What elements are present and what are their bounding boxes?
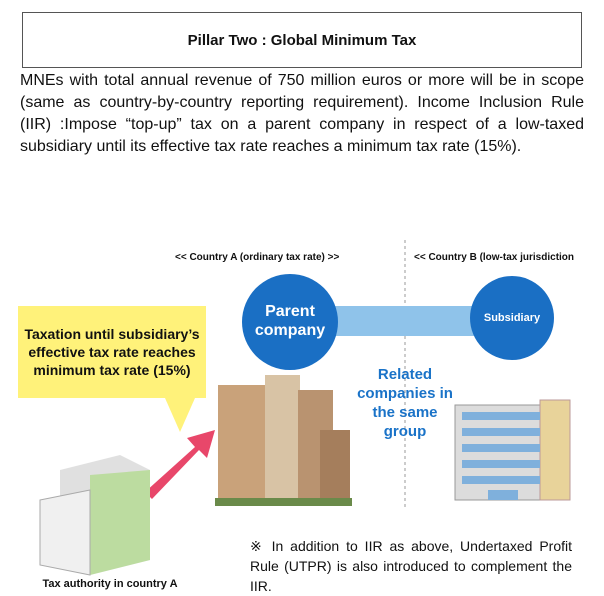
country-b-label: << Country B (low-tax jurisdiction: [414, 252, 574, 263]
country-a-label: << Country A (ordinary tax rate) >>: [175, 252, 339, 263]
related-label: Related companies in the same group: [350, 365, 460, 441]
diagram-graphics: [0, 0, 604, 595]
arrow: [145, 430, 215, 499]
callout-pointer: [165, 398, 195, 432]
authority-label: Tax authority in country A: [20, 578, 200, 590]
parent-buildings: [215, 375, 352, 506]
subsidiary-label: Subsidiary: [470, 312, 554, 324]
parent-label: Parent company: [245, 302, 335, 340]
note: ※ In addition to IIR as above, Undertaxe…: [250, 536, 572, 596]
authority-building: [40, 455, 150, 575]
callout: Taxation until subsidiary’s effective ta…: [18, 306, 206, 398]
subsidiary-building: [455, 400, 570, 500]
connector: [330, 306, 480, 336]
page: {"header": {"title": "Pillar Two : Globa…: [0, 0, 604, 595]
